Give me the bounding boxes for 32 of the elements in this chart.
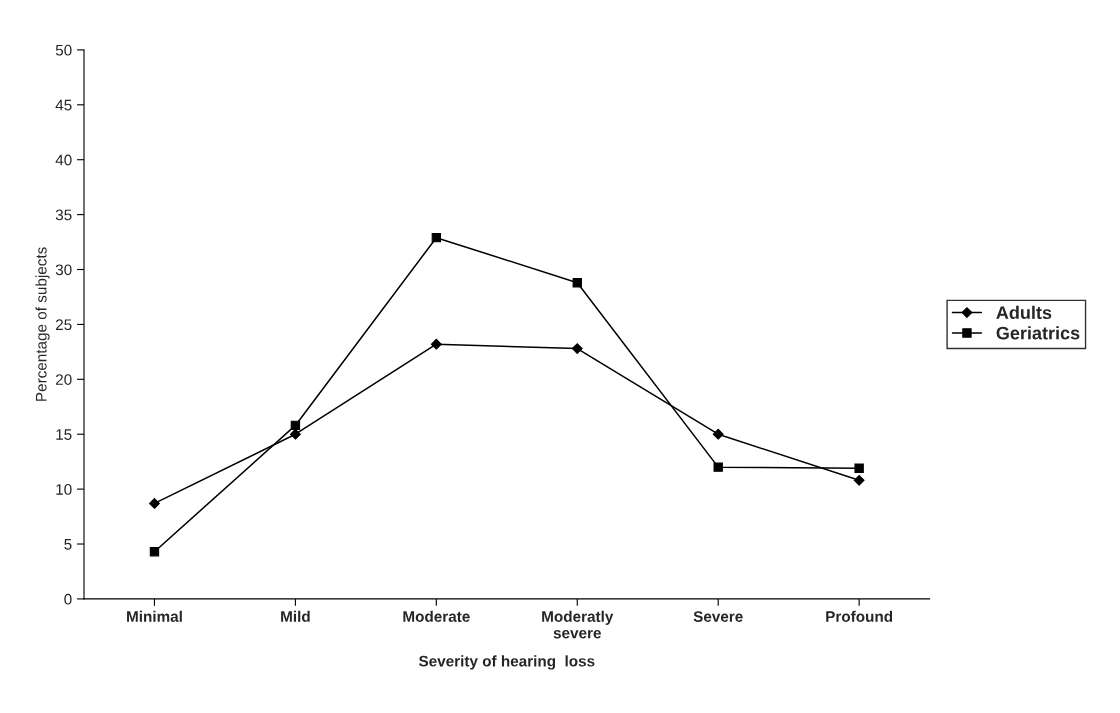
point: [853, 474, 865, 486]
point: [431, 232, 442, 243]
point: [149, 547, 160, 557]
x-tick-label: Minimal: [127, 610, 182, 622]
y-tick-label: 30: [55, 264, 72, 276]
y-tick-label: 45: [55, 99, 72, 111]
legend-label: Geriatrics: [996, 326, 1080, 340]
y-tick-label: 10: [56, 483, 72, 495]
point: [149, 497, 160, 509]
y-axis-title: Percentage of subjects: [35, 247, 50, 401]
y-tick-label: 5: [64, 539, 72, 550]
y-tick-label: 40: [55, 154, 72, 166]
point: [712, 428, 724, 440]
point: [430, 338, 442, 350]
y-tick-label: 15: [56, 429, 72, 440]
x-tick-label: Profound: [826, 610, 893, 622]
x-tick-label: Moderate: [403, 610, 470, 622]
point: [290, 420, 301, 431]
point: [571, 343, 583, 354]
y-tick-label: 0: [64, 593, 72, 605]
point: [713, 462, 723, 472]
x-tick-label: Mild: [281, 610, 310, 622]
y-tick-label: 25: [55, 319, 72, 331]
x-axis-title: Severity of hearing loss: [418, 655, 595, 670]
point: [572, 278, 582, 288]
y-tick-label: 50: [55, 44, 72, 56]
y-tick-label: 35: [55, 209, 72, 221]
legend-label: Adults: [996, 305, 1052, 320]
point: [854, 463, 864, 473]
x-tick-label: Moderatly severe: [542, 610, 614, 639]
x-tick-label: Severe: [693, 611, 743, 622]
y-tick-label: 20: [55, 374, 72, 385]
